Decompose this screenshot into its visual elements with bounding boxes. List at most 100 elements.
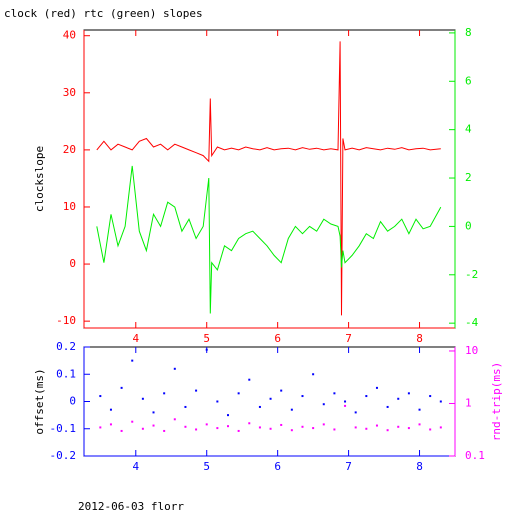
y2-tick-label: 1 xyxy=(465,396,472,409)
data-point xyxy=(354,411,357,414)
data-point xyxy=(344,404,347,407)
data-point xyxy=(429,395,432,398)
y-axis-label: clockslope xyxy=(33,146,46,212)
y2-tick-label: 2 xyxy=(465,171,472,184)
data-point xyxy=(216,427,219,430)
data-point xyxy=(365,427,368,430)
data-point xyxy=(386,405,389,408)
y-tick-label: -0.2 xyxy=(50,449,77,462)
data-point xyxy=(131,420,134,423)
data-point xyxy=(205,423,208,426)
data-point xyxy=(131,359,134,362)
data-point xyxy=(386,429,389,432)
data-point xyxy=(269,397,272,400)
y2-tick-label: 8 xyxy=(465,26,472,39)
y-tick-label: 40 xyxy=(63,29,76,42)
data-point xyxy=(195,389,198,392)
data-point xyxy=(280,423,283,426)
data-point xyxy=(290,408,293,411)
x-tick-label: 4 xyxy=(132,332,139,345)
y2-tick-label: 0.1 xyxy=(465,449,485,462)
data-point xyxy=(227,425,230,428)
data-point xyxy=(333,428,336,431)
data-line xyxy=(96,165,442,314)
data-point xyxy=(397,425,400,428)
data-point xyxy=(312,373,315,376)
data-point xyxy=(173,418,176,421)
x-tick-label: 7 xyxy=(345,460,352,473)
data-point xyxy=(418,423,421,426)
data-point xyxy=(344,400,347,403)
data-point xyxy=(248,422,251,425)
data-point xyxy=(152,424,155,427)
y2-tick-label: 4 xyxy=(465,123,472,136)
data-point xyxy=(173,367,176,370)
data-point xyxy=(237,429,240,432)
data-point xyxy=(99,395,102,398)
y2-tick-label: 0 xyxy=(465,219,472,232)
data-line xyxy=(96,41,441,316)
data-point xyxy=(205,348,208,351)
data-point xyxy=(439,400,442,403)
y-tick-label: 0.1 xyxy=(56,367,76,380)
data-point xyxy=(407,392,410,395)
data-point xyxy=(354,426,357,429)
y2-tick-label: 10 xyxy=(465,344,478,357)
x-tick-label: 5 xyxy=(203,332,210,345)
y-tick-label: 20 xyxy=(63,143,76,156)
data-point xyxy=(301,395,304,398)
data-point xyxy=(141,397,144,400)
data-point xyxy=(120,386,123,389)
x-tick-label: 6 xyxy=(274,460,281,473)
x-tick-label: 6 xyxy=(274,332,281,345)
data-point xyxy=(163,392,166,395)
data-point xyxy=(248,378,251,381)
y-tick-label: 0 xyxy=(69,257,76,270)
data-point xyxy=(195,428,198,431)
data-point xyxy=(258,426,261,429)
data-point xyxy=(322,403,325,406)
data-point xyxy=(322,423,325,426)
data-point xyxy=(141,427,144,430)
data-point xyxy=(227,414,230,417)
data-point xyxy=(109,423,112,426)
data-point xyxy=(163,429,166,432)
data-point xyxy=(397,397,400,400)
data-point xyxy=(375,386,378,389)
data-point xyxy=(258,405,261,408)
chart-title: clock (red) rtc (green) slopes xyxy=(4,7,203,20)
x-tick-label: 8 xyxy=(416,460,423,473)
data-point xyxy=(301,425,304,428)
y-tick-label: 0.2 xyxy=(56,340,76,353)
data-point xyxy=(407,427,410,430)
data-point xyxy=(333,392,336,395)
y-tick-label: -10 xyxy=(56,314,76,327)
data-point xyxy=(184,425,187,428)
data-point xyxy=(418,408,421,411)
y2-axis-label: rnd-trip(ms) xyxy=(490,362,503,441)
data-point xyxy=(290,429,293,432)
data-point xyxy=(216,400,219,403)
data-point xyxy=(312,427,315,430)
y2-tick-label: -2 xyxy=(465,268,478,281)
x-tick-label: 4 xyxy=(132,460,139,473)
data-point xyxy=(375,424,378,427)
y-tick-label: 0 xyxy=(69,395,76,408)
data-point xyxy=(237,392,240,395)
y2-tick-label: -4 xyxy=(465,316,479,329)
y-tick-label: -0.1 xyxy=(50,422,77,435)
data-point xyxy=(120,429,123,432)
x-tick-label: 7 xyxy=(345,332,352,345)
y2-tick-label: 6 xyxy=(465,74,472,87)
data-point xyxy=(280,389,283,392)
data-point xyxy=(269,427,272,430)
data-point xyxy=(439,426,442,429)
x-tick-label: 8 xyxy=(416,332,423,345)
footer: 2012-06-03 florr xyxy=(78,500,184,512)
data-point xyxy=(109,408,112,411)
x-tick-label: 5 xyxy=(203,460,210,473)
y-tick-label: 30 xyxy=(63,86,76,99)
y-tick-label: 10 xyxy=(63,200,76,213)
